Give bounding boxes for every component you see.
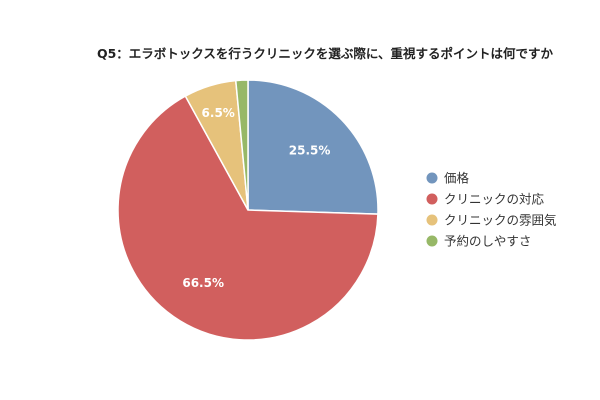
legend-label-3: 予約のしやすさ <box>444 234 531 249</box>
slice-label-2: 6.5% <box>202 106 235 120</box>
pie-slices <box>117 79 379 341</box>
legend-label-1: クリニックの対応 <box>444 192 545 207</box>
legend-marker-3 <box>426 235 438 247</box>
pie-slice-0 <box>247 79 379 215</box>
chart-title: Q5：エラボトックスを行うクリニックを選ぶ際に、重視するポイントは何ですか <box>97 46 554 61</box>
pie-slice-1 <box>117 95 379 341</box>
legend-label-2: クリニックの雰囲気 <box>444 213 557 228</box>
legend-marker-1 <box>426 193 438 205</box>
pie-slice-labels: 25.5% 66.5% 6.5% <box>182 106 330 290</box>
slice-label-1: 66.5% <box>182 276 224 290</box>
legend-marker-0 <box>426 172 438 184</box>
legend-marker-2 <box>426 214 438 226</box>
pie-slice-3 <box>234 79 249 211</box>
legend-label-0: 価格 <box>444 171 470 186</box>
slice-label-0: 25.5% <box>289 143 331 157</box>
